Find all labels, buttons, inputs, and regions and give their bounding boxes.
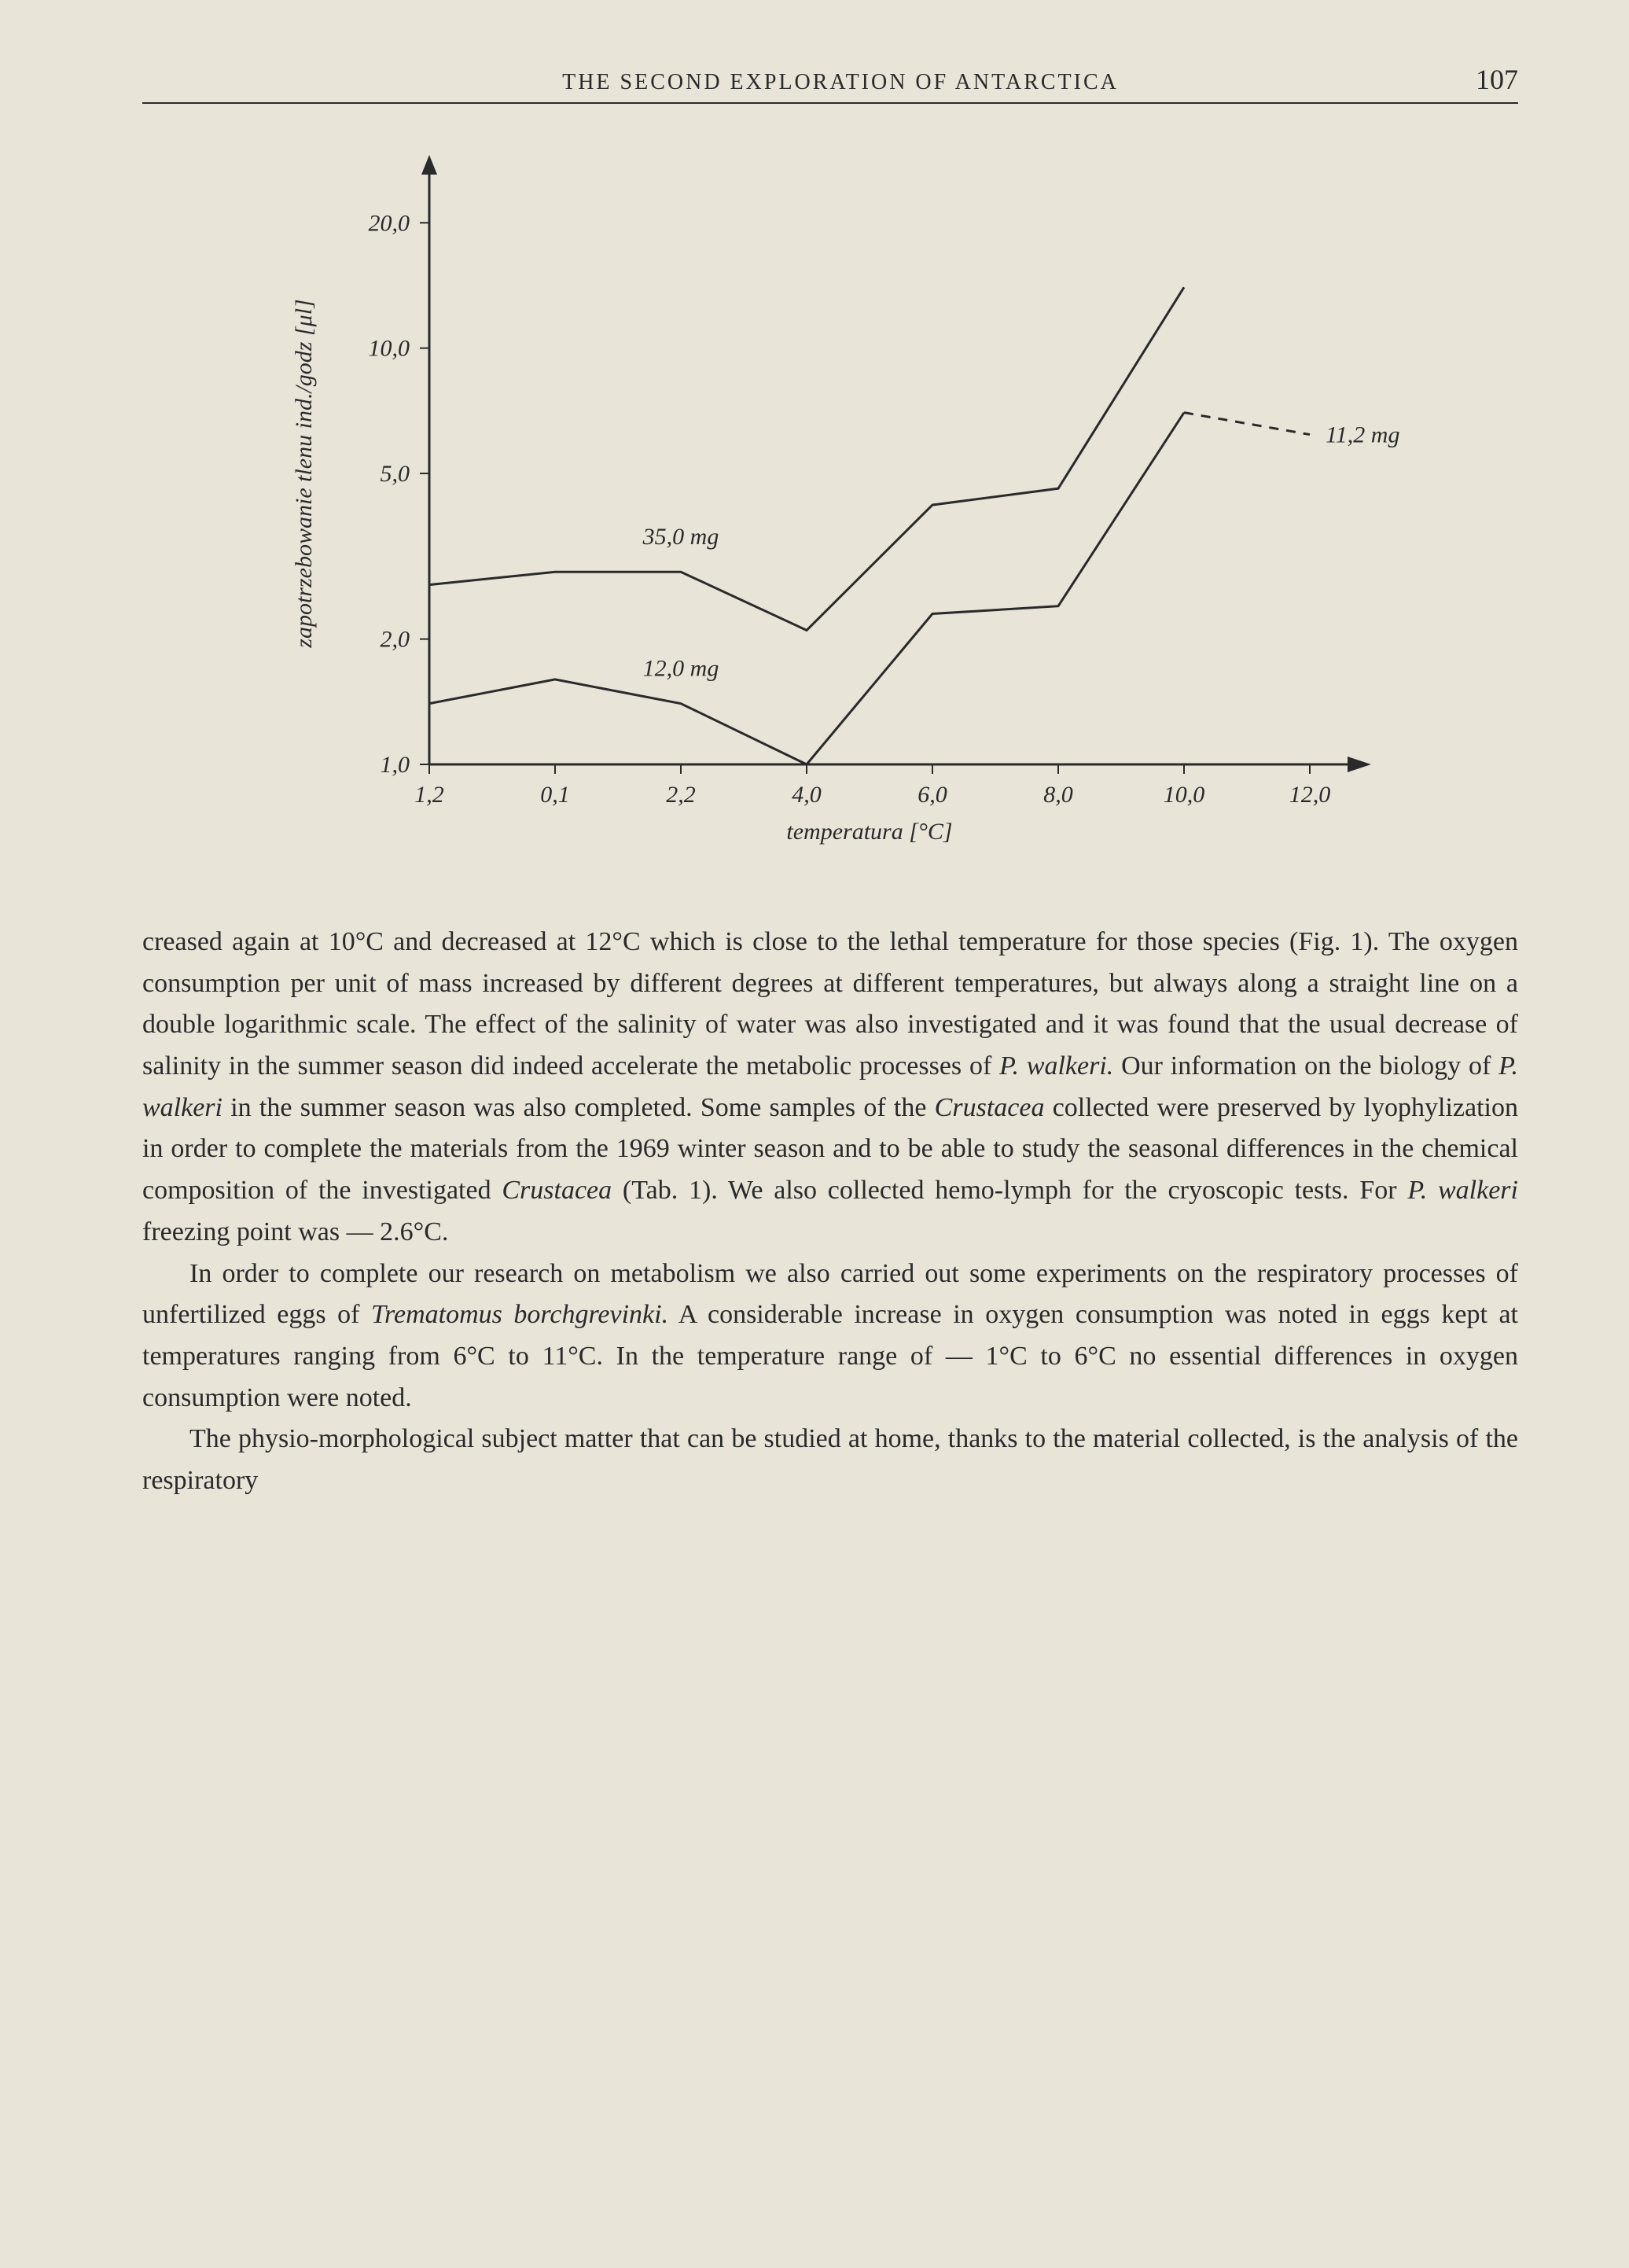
svg-text:10,0: 10,0: [1164, 782, 1205, 808]
svg-text:zapotrzebowanie tlenu ind./god: zapotrzebowanie tlenu ind./godz [μl]: [291, 299, 317, 648]
svg-text:0,1: 0,1: [540, 782, 570, 808]
svg-text:temperatura [°C]: temperatura [°C]: [786, 819, 952, 845]
svg-text:10,0: 10,0: [369, 336, 410, 362]
paragraph: In order to complete our research on met…: [142, 1254, 1518, 1419]
page-number: 107: [1476, 63, 1518, 96]
svg-text:35,0 mg: 35,0 mg: [642, 524, 719, 550]
svg-text:11,2 mg: 11,2 mg: [1326, 422, 1399, 448]
svg-text:12,0 mg: 12,0 mg: [643, 656, 719, 682]
oxygen-chart: 1,0 2,0 5,0 10,0 20,0 1,2 0,1 2,2 4,0 6,0 8,0 10,0 1…: [241, 151, 1420, 859]
page-header: THE SECOND EXPLORATION OF ANTARCTICA 107: [142, 63, 1518, 104]
svg-text:4,0: 4,0: [792, 782, 822, 808]
svg-text:6,0: 6,0: [917, 782, 947, 808]
svg-text:8,0: 8,0: [1043, 782, 1073, 808]
paragraph: The physio-morphological subject matter …: [142, 1419, 1518, 1501]
svg-text:5,0: 5,0: [381, 461, 410, 487]
svg-text:2,0: 2,0: [381, 627, 410, 653]
svg-text:12,0: 12,0: [1289, 782, 1331, 808]
svg-text:1,0: 1,0: [381, 752, 410, 778]
svg-text:2,2: 2,2: [666, 782, 696, 808]
paragraph: creased again at 10°C and decreased at 1…: [142, 922, 1518, 1254]
svg-text:1,2: 1,2: [414, 782, 444, 808]
body-text: creased again at 10°C and decreased at 1…: [142, 922, 1518, 1502]
header-title: THE SECOND EXPLORATION OF ANTARCTICA: [205, 70, 1476, 95]
chart-svg: 1,0 2,0 5,0 10,0 20,0 1,2 0,1 2,2 4,0 6,0 8,0 10,0 1…: [241, 151, 1420, 859]
svg-text:20,0: 20,0: [369, 210, 410, 236]
